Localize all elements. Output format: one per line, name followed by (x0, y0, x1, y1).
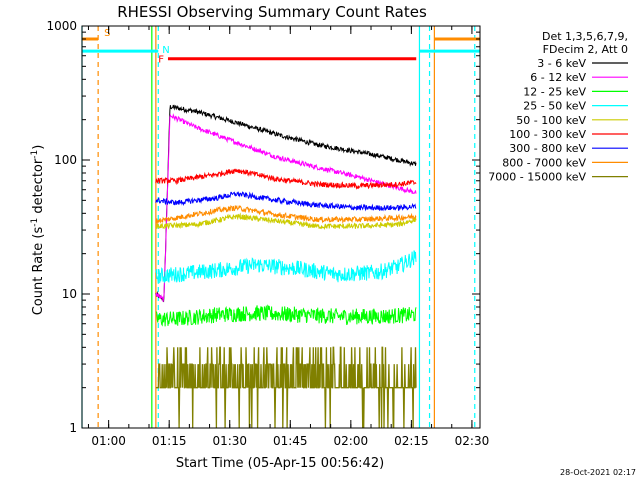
annotation-label: S (104, 28, 110, 39)
chart-title: RHESSI Observing Summary Count Rates (117, 3, 427, 21)
legend-label: 25 - 50 keV (523, 100, 586, 113)
y-axis-label-mid: detector (31, 158, 46, 218)
series-line (155, 204, 417, 225)
series-line (155, 250, 417, 285)
timestamp: 28-Oct-2021 02:17 (560, 468, 636, 477)
y-tick-label: 100 (54, 153, 77, 167)
series-line (155, 346, 417, 429)
x-tick-label: 02:00 (334, 434, 369, 448)
legend-label: 6 - 12 keV (530, 71, 586, 84)
series-line (155, 113, 417, 302)
plot-area: S NF 01:00 01:15 01:30 01:45 02:00 02:15 02:30 1 1… (46, 19, 489, 448)
x-tick-label: 01:45 (273, 434, 308, 448)
legend-label: 3 - 6 keV (537, 57, 586, 70)
legend-label: 800 - 7000 keV (502, 156, 586, 169)
annotation-label: F (158, 55, 164, 66)
y-axis-label-end: ) (31, 145, 46, 150)
legend-label: 7000 - 15000 keV (488, 171, 586, 184)
legend-header-1: Det 1,3,5,6,7,9, (542, 30, 628, 43)
series-line (155, 168, 417, 190)
series-line (155, 104, 417, 303)
legend-label: 100 - 300 keV (509, 128, 586, 141)
legend-label: 300 - 800 keV (509, 142, 586, 155)
plot-frame (81, 25, 481, 429)
series-line (155, 191, 417, 212)
y-tick-label: 10 (62, 287, 77, 301)
x-tick-label: 02:15 (394, 434, 429, 448)
y-axis-label-sup1: -1 (30, 218, 40, 227)
series-line (155, 304, 417, 327)
x-tick-label: 01:15 (152, 434, 187, 448)
legend-header-2: FDecim 2, Att 0 (543, 43, 628, 56)
y-tick-label: 1000 (46, 19, 77, 33)
legend-label: 50 - 100 keV (516, 114, 586, 127)
series-line (155, 212, 417, 231)
x-tick-label: 01:30 (212, 434, 247, 448)
y-axis-label-main: Count Rate (s (31, 227, 46, 316)
annotation-label: N (162, 45, 169, 56)
y-axis-label: Count Rate (s-1 detector-1) (30, 145, 46, 316)
legend-label: 12 - 25 keV (523, 85, 586, 98)
y-axis-label-sup2: -1 (30, 150, 40, 159)
x-tick-label: 02:30 (455, 434, 490, 448)
y-tick-label: 1 (69, 421, 77, 435)
x-tick-label: 01:00 (91, 434, 126, 448)
x-axis-label: Start Time (05-Apr-15 00:56:42) (176, 456, 384, 471)
